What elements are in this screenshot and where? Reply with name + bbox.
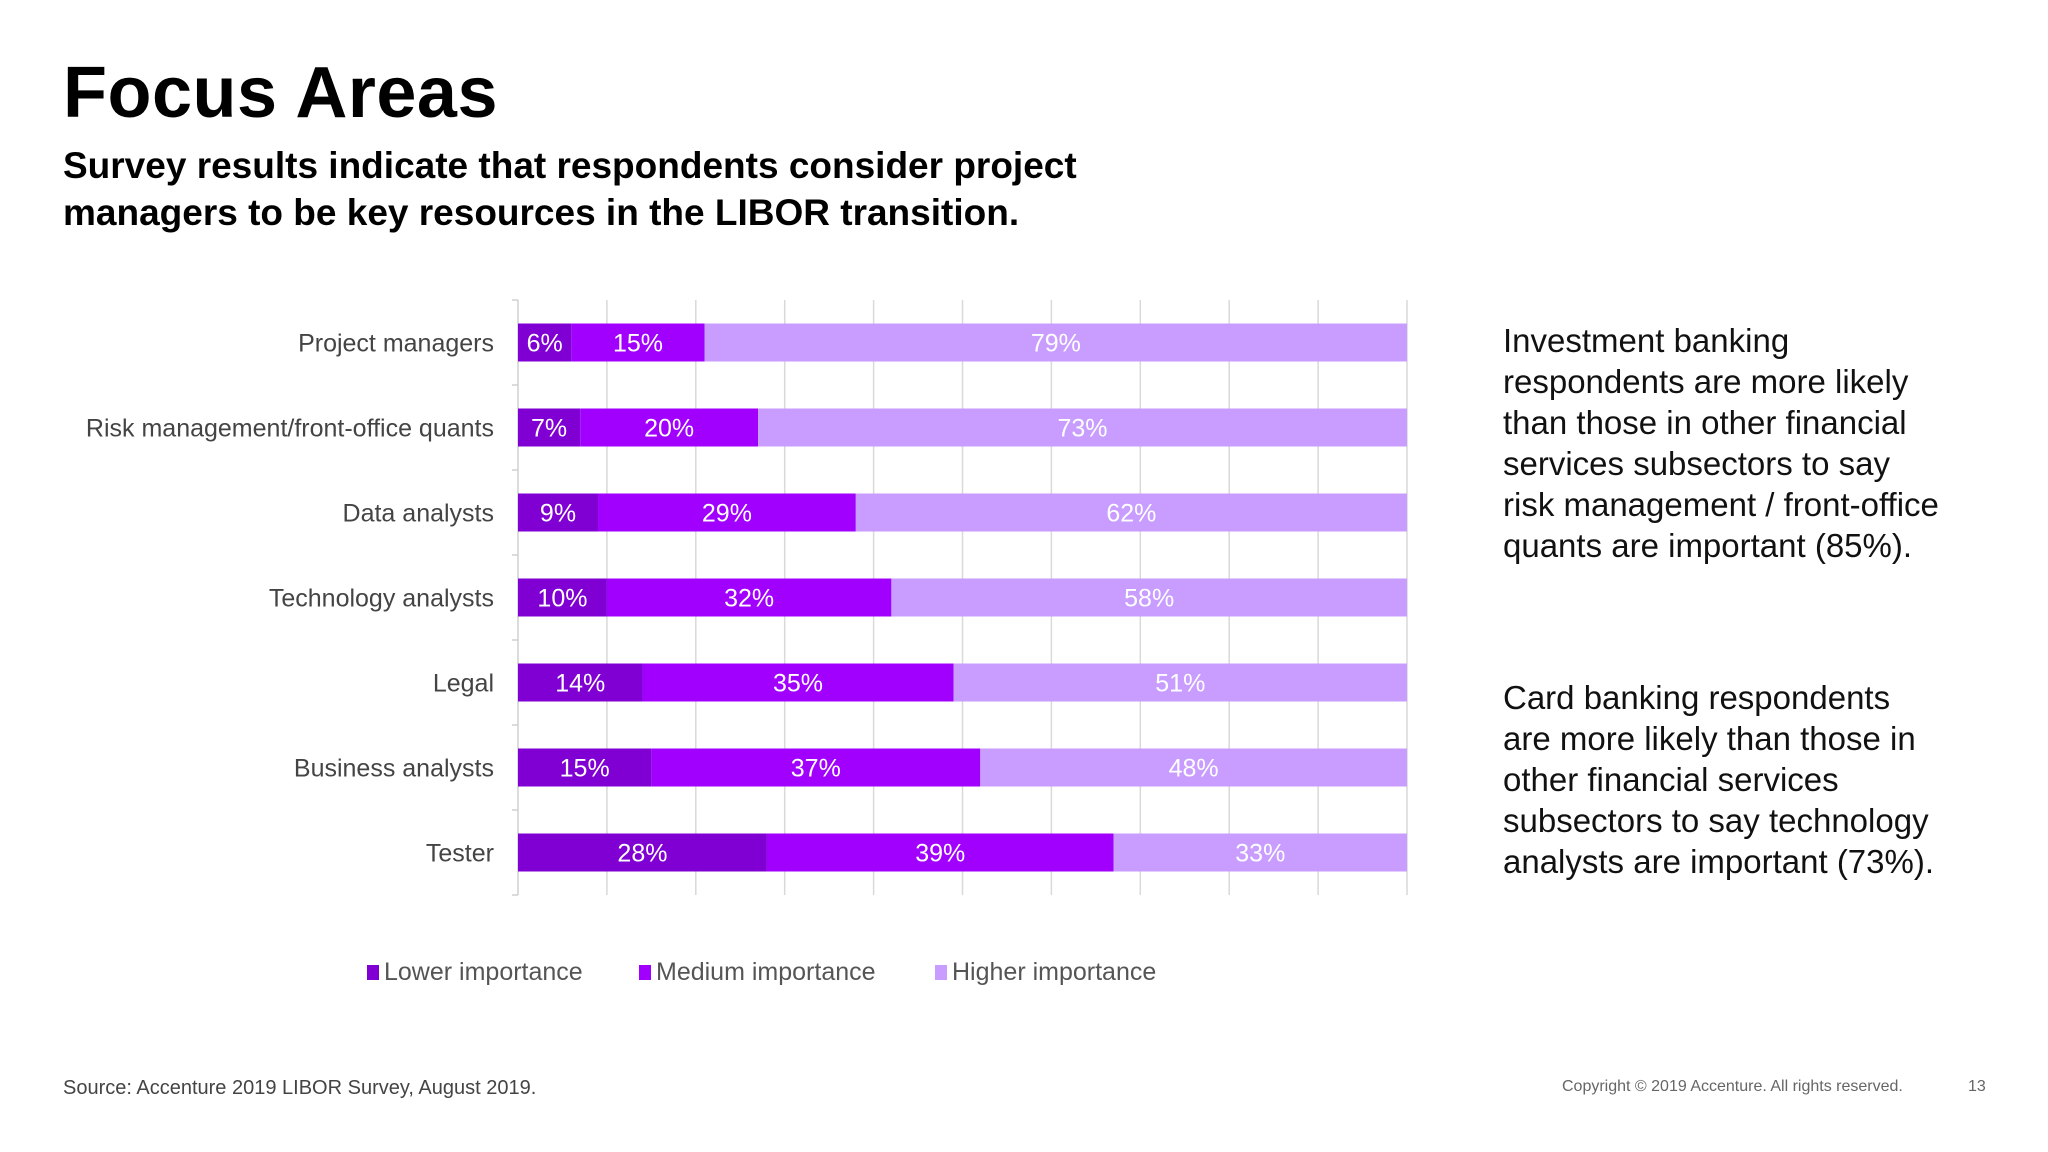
bar-segment [980,748,1407,787]
source-note: Source: Accenture 2019 LIBOR Survey, Aug… [63,1077,537,1099]
bar-segment [571,323,705,362]
insight-paragraph-2: Card banking respondents are more likely… [1503,679,1935,880]
legend-swatch [935,965,947,980]
bar-segment [891,578,1407,617]
data-label: 9% [540,500,576,528]
bar-segment [580,408,759,447]
data-label: 32% [724,585,774,613]
data-label: 58% [1124,585,1174,613]
data-label: 10% [537,585,587,613]
bar-segment [518,408,581,447]
legend-label: Higher importance [952,958,1157,986]
data-label: 48% [1169,755,1219,783]
data-label: 73% [1057,415,1107,443]
category-label: Tester [426,840,494,868]
bar-segment [758,408,1407,447]
bar-segment [598,493,856,532]
data-label: 37% [791,755,841,783]
category-label: Risk management/front-office quants [86,415,494,443]
legend-item-lower: Lower importance [367,958,583,987]
legend-label: Lower importance [384,958,583,986]
bar-segment [766,833,1114,872]
bar-segment [642,663,954,702]
bar-segment [1113,833,1407,872]
page-subtitle: Survey results indicate that respondents… [63,145,1077,233]
data-label: 51% [1155,670,1205,698]
data-label: 14% [555,670,605,698]
bar-segment [651,748,981,787]
bar-segment [704,323,1407,362]
data-label: 20% [644,415,694,443]
page-number: 13 [1968,1078,1986,1095]
bar-segment [518,578,607,617]
bar-segment [518,748,652,787]
data-label: 6% [527,330,563,358]
category-label: Technology analysts [269,585,494,613]
bar-segment [518,323,572,362]
copyright: Copyright © 2019 Accenture. All rights r… [1562,1078,1903,1095]
bar-segment [518,833,767,872]
legend-swatch [639,965,651,980]
data-label: 79% [1031,330,1081,358]
bar-segment [518,493,599,532]
category-label: Project managers [298,330,494,358]
bar-segment [518,663,643,702]
legend-item-higher: Higher importance [935,958,1156,987]
insight-paragraph-1: Investment banking respondents are more … [1503,322,1939,564]
category-label: Data analysts [343,500,494,528]
data-label: 62% [1106,500,1156,528]
page-title: Focus Areas [63,53,499,133]
data-label: 39% [915,840,965,868]
data-label: 7% [531,415,567,443]
data-label: 15% [613,330,663,358]
data-label: 29% [702,500,752,528]
legend-label: Medium importance [656,958,876,986]
data-label: 15% [560,755,610,783]
category-label: Business analysts [294,755,494,783]
bar-segment [953,663,1407,702]
bar-segment [855,493,1407,532]
bar-segment [606,578,892,617]
data-label: 33% [1235,840,1285,868]
data-label: 35% [773,670,823,698]
data-label: 28% [617,840,667,868]
category-label: Legal [433,670,494,698]
legend-swatch [367,965,379,980]
legend-item-medium: Medium importance [639,958,876,987]
